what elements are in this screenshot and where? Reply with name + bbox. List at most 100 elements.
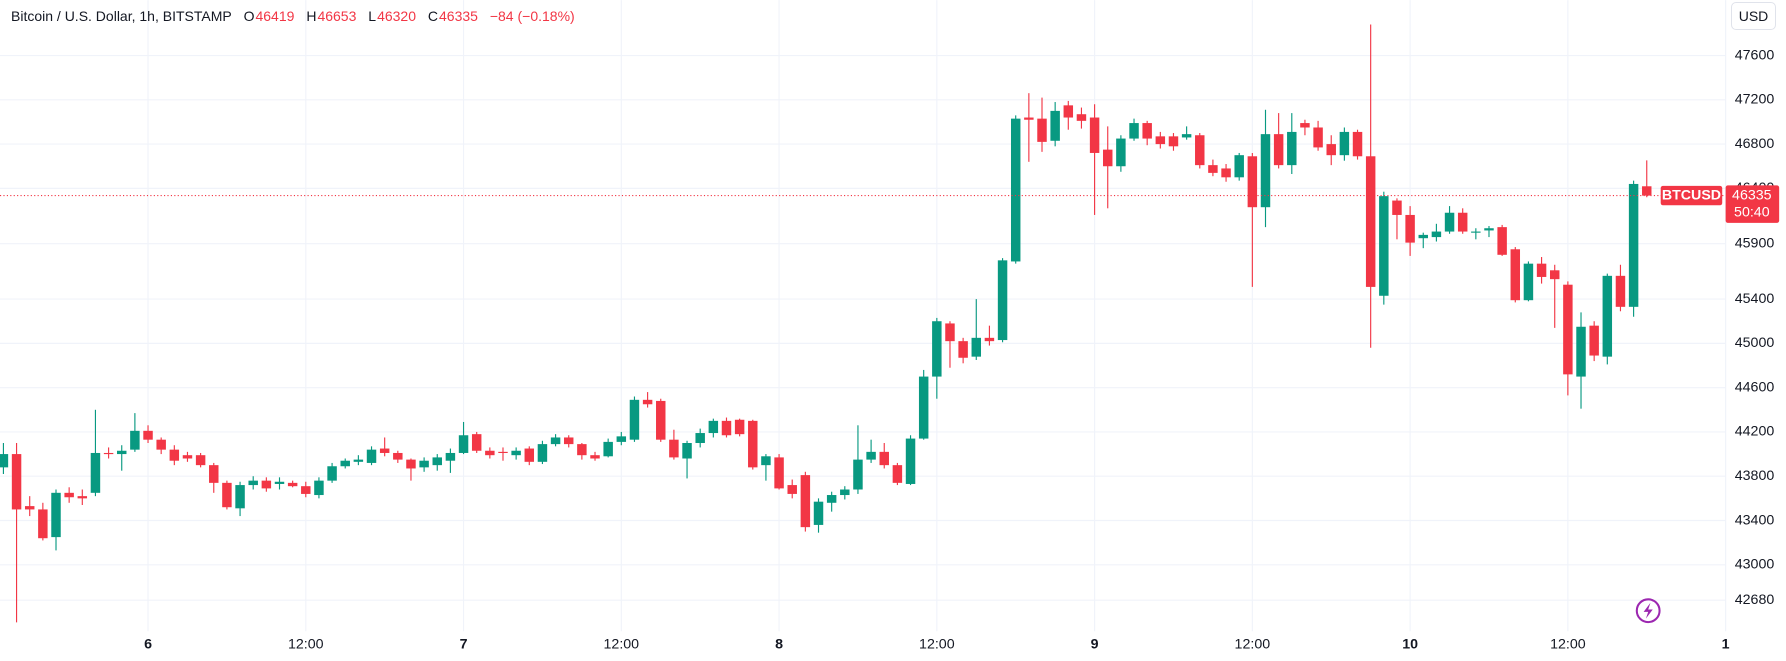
candle-body <box>629 399 640 440</box>
x-tick-label: 9 <box>1091 637 1099 653</box>
y-tick-label: 47600 <box>1735 47 1775 63</box>
candle-body <box>327 466 337 481</box>
candle-body <box>945 323 955 342</box>
candle-body <box>1024 117 1034 120</box>
candle-body <box>90 452 101 493</box>
candle-body <box>800 475 811 528</box>
candles <box>0 24 1652 623</box>
candle-body <box>879 451 889 466</box>
ohlc-label: L <box>368 8 377 24</box>
candle-body <box>340 460 350 467</box>
candle-body <box>1536 263 1547 277</box>
x-tick-label: 12:00 <box>288 637 324 653</box>
candle-body <box>826 495 837 503</box>
candle-body <box>1352 131 1363 157</box>
y-tick-label: 43000 <box>1735 557 1775 573</box>
candle-body <box>1273 134 1284 166</box>
candle-body <box>1208 165 1218 173</box>
candle-body <box>274 481 285 484</box>
close-value: 46335 <box>439 8 478 24</box>
candle-body <box>1339 131 1350 156</box>
candle-body <box>1195 135 1205 166</box>
candle-body <box>1287 131 1297 166</box>
candle-body <box>682 443 692 459</box>
x-tick-label: 12:00 <box>604 637 640 653</box>
candle-body <box>353 459 364 462</box>
ohlc-label: H <box>306 8 317 24</box>
candle-body <box>1497 227 1507 255</box>
x-tick-label: 8 <box>775 637 783 653</box>
candle-body <box>24 506 35 510</box>
candle-body <box>1510 249 1521 301</box>
lightning-icon[interactable] <box>1635 598 1661 624</box>
candle-body <box>235 485 245 509</box>
candle-body <box>498 451 508 453</box>
candle-body <box>616 436 627 442</box>
candle-body <box>222 482 232 508</box>
currency-button[interactable]: USD <box>1731 2 1776 30</box>
candle-body <box>11 454 22 510</box>
candle-body <box>840 489 850 496</box>
candle-body <box>1471 231 1481 233</box>
candle-body <box>1365 156 1376 287</box>
y-tick-label: 43800 <box>1735 468 1775 484</box>
candle-body <box>1418 234 1428 239</box>
y-tick-label: 42680 <box>1735 592 1775 608</box>
legend-header: Bitcoin / U.S. Dollar, 1h, BITSTAMP O464… <box>11 8 576 24</box>
symbol-label: BTCUSD <box>1662 187 1721 203</box>
y-tick-label: 44200 <box>1735 424 1775 440</box>
x-tick-label: 12:00 <box>1235 637 1271 653</box>
candle-body <box>905 438 916 484</box>
open-value: 46419 <box>255 8 295 24</box>
candle-body <box>366 449 377 463</box>
candle-body <box>1615 275 1626 307</box>
candle-body <box>1168 136 1179 147</box>
candle-body <box>1050 110 1060 141</box>
candle-body <box>997 260 1008 341</box>
grid <box>0 0 1727 632</box>
price-label-bg <box>1725 185 1780 223</box>
candle-body <box>918 376 929 439</box>
candle-body <box>1076 114 1087 121</box>
candle-body <box>603 441 613 457</box>
candle-body <box>1103 149 1113 167</box>
candle-body <box>393 452 403 460</box>
candle-body <box>866 451 876 460</box>
candle-body <box>669 439 679 458</box>
x-tick-label: 10 <box>1402 637 1418 653</box>
candle-body <box>1563 284 1573 375</box>
candle-body <box>169 449 180 461</box>
candle-body <box>77 496 88 499</box>
candle-body <box>156 439 166 450</box>
candle-body <box>813 501 824 525</box>
candle-body <box>892 465 903 483</box>
candle-body <box>550 437 561 445</box>
candle-body <box>117 450 127 455</box>
candle-body <box>721 420 732 436</box>
x-tick-label: 1 <box>1722 637 1730 653</box>
candle-body <box>406 459 416 469</box>
candle-body <box>1300 123 1310 128</box>
candle-body <box>1155 136 1166 145</box>
candle-body <box>1392 200 1402 215</box>
ohlc-label: O <box>243 8 255 24</box>
y-tick-label: 45000 <box>1735 335 1775 351</box>
candle-body <box>708 420 719 434</box>
x-tick-label: 12:00 <box>1550 637 1586 653</box>
candle-body <box>38 509 48 539</box>
high-value: 46653 <box>317 8 357 24</box>
candle-body <box>590 455 600 459</box>
candle-body <box>314 480 324 496</box>
y-tick-label: 43400 <box>1735 512 1775 528</box>
candle-body <box>656 400 666 440</box>
ohlc-label: C <box>427 8 439 24</box>
candle-body <box>1523 263 1534 301</box>
low-value: 46320 <box>377 8 416 24</box>
candle-body <box>761 456 771 466</box>
candle-body <box>1431 231 1442 238</box>
candle-body <box>485 450 495 456</box>
candle-body <box>0 454 9 468</box>
candle-body <box>563 437 574 445</box>
axes: 42680 43000 43400 43800 44200 44600 45000 45400… <box>0 47 1780 653</box>
candle-body <box>774 457 784 489</box>
